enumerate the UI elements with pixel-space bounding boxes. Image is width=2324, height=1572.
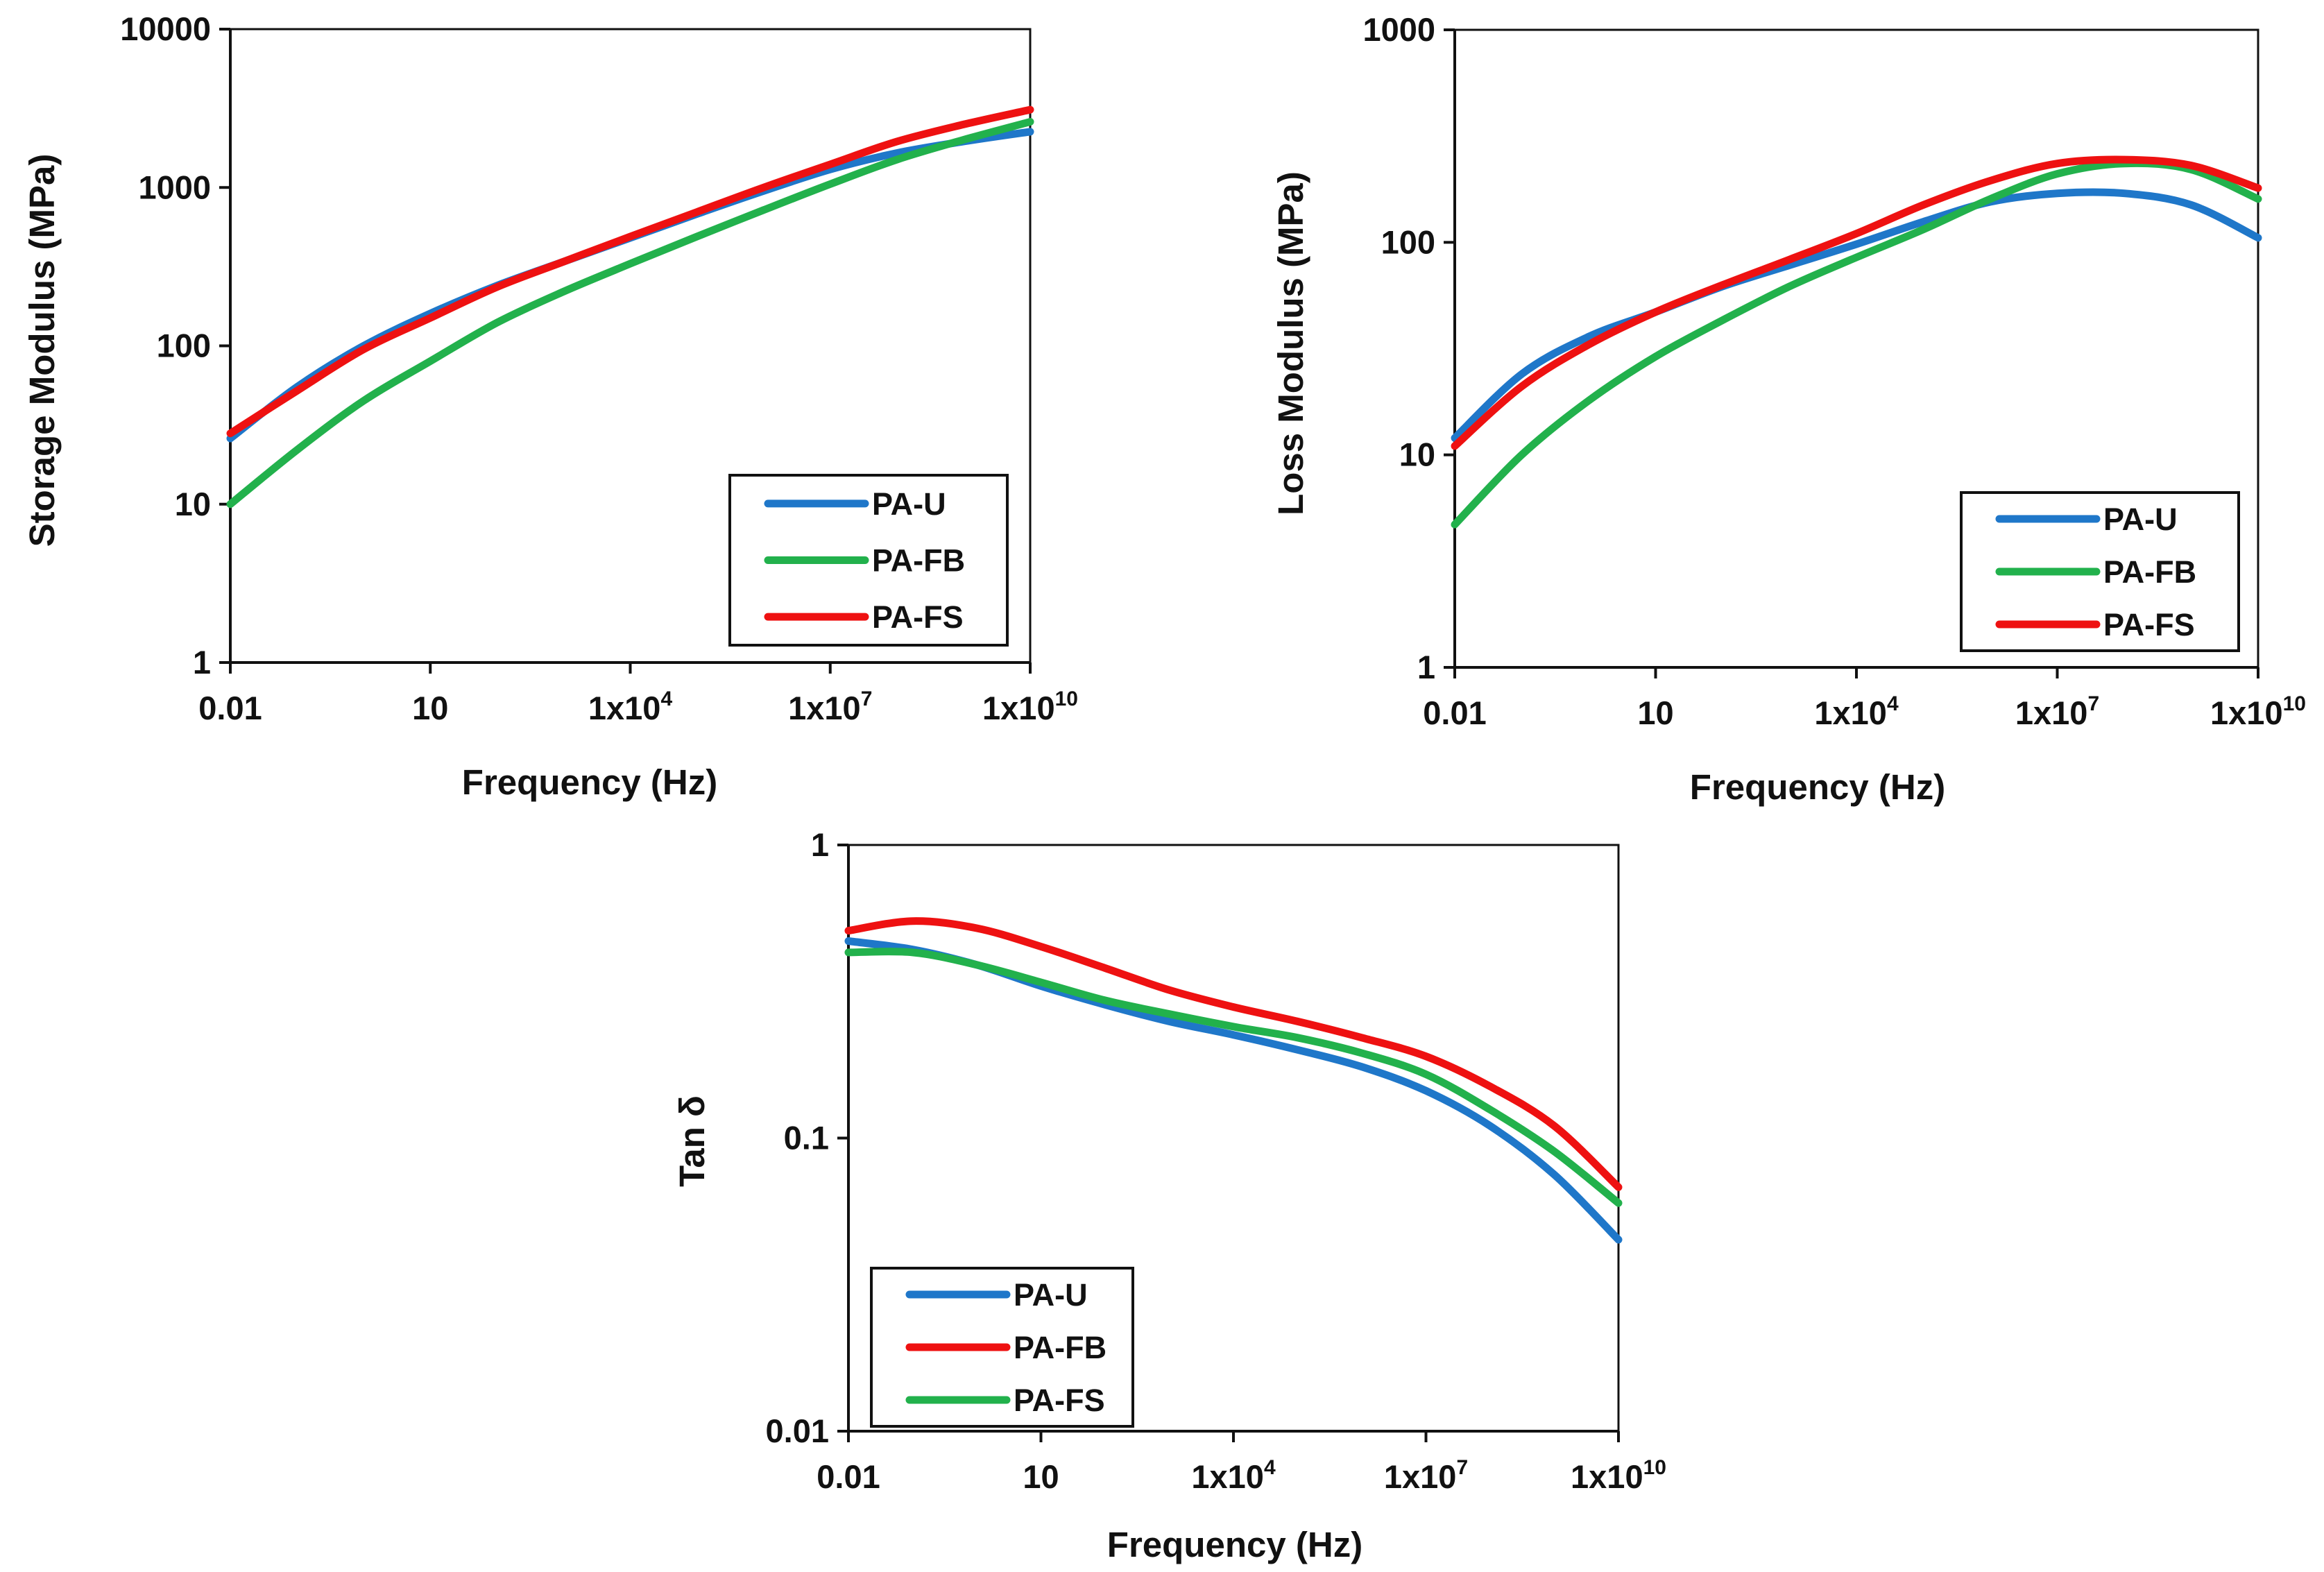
tan-delta-legend-label-pa-fs: PA-FS <box>1014 1383 1105 1418</box>
tan-delta-x-tick-label: 0.01 <box>817 1458 880 1495</box>
loss-modulus-legend-label-pa-fs: PA-FS <box>2103 607 2195 642</box>
loss-modulus-y-tick-label: 1 <box>1417 649 1435 685</box>
storage-modulus-x-tick-label: 1x107 <box>788 687 872 726</box>
storage-modulus-y-tick-label: 10 <box>175 486 211 522</box>
tan-delta-y-tick-label: 0.1 <box>784 1120 829 1156</box>
tan-delta-x-axis-title: Frequency (Hz) <box>1107 1525 1362 1564</box>
tan-delta-y-tick-label: 0.01 <box>766 1412 829 1449</box>
loss-modulus-x-tick-label: 1x107 <box>2015 692 2099 731</box>
storage-modulus-legend-label-pa-fs: PA-FS <box>872 599 964 635</box>
storage-modulus-series-pa-fs <box>226 105 1034 438</box>
loss-modulus-plot-area: 1 10 100 1000 0.01 10 1x104 1x107 1x1010 PA-U PA-F… <box>1362 11 2306 731</box>
storage-modulus-x-tick-label: 0.01 <box>198 690 262 726</box>
tan-delta-x-tick-label: 1x1010 <box>1571 1456 1666 1495</box>
storage-modulus-y-tick-label: 100 <box>157 327 211 364</box>
storage-modulus-y-tick-label: 10000 <box>120 10 211 47</box>
loss-modulus-legend-label-pa-u: PA-U <box>2103 502 2178 537</box>
tan-delta-plot-area: 0.01 0.1 1 0.01 10 1x104 1x107 1x1010 PA-U PA-FB P… <box>766 826 1666 1495</box>
storage-modulus-chart: 1 10 100 1000 10000 0.01 10 1x104 1x107 1x1010 PA-… <box>22 10 1078 802</box>
storage-modulus-y-axis-title: Storage Modulus (MPa) <box>22 154 62 547</box>
tan-delta-y-tick-label: 1 <box>811 826 829 863</box>
storage-modulus-y-tick-label: 1 <box>193 644 211 681</box>
tan-delta-y-axis-title: Tan δ <box>672 1095 712 1187</box>
storage-modulus-x-axis-title: Frequency (Hz) <box>462 762 717 802</box>
loss-modulus-y-tick-label: 1000 <box>1362 11 1435 48</box>
loss-modulus-series-pa-fb <box>1451 159 2262 529</box>
storage-modulus-plot-area: 1 10 100 1000 10000 0.01 10 1x104 1x107 1x1010 PA-… <box>120 10 1078 726</box>
storage-modulus-x-tick-label: 1x1010 <box>982 687 1078 726</box>
tan-delta-series-pa-fs <box>844 948 1623 1207</box>
loss-modulus-x-tick-label: 1x104 <box>1814 692 1899 731</box>
loss-modulus-legend-label-pa-fb: PA-FB <box>2103 554 2196 590</box>
storage-modulus-x-tick-label: 1x104 <box>588 687 673 726</box>
tan-delta-chart: 0.01 0.1 1 0.01 10 1x104 1x107 1x1010 PA-U PA-FB P… <box>672 826 1666 1564</box>
loss-modulus-chart: 1 10 100 1000 0.01 10 1x104 1x107 1x1010 PA-U PA-F… <box>1271 11 2306 807</box>
tan-delta-legend-label-pa-fb: PA-FB <box>1014 1330 1107 1365</box>
loss-modulus-y-tick-label: 10 <box>1399 436 1435 473</box>
loss-modulus-series-pa-fs <box>1451 155 2262 450</box>
loss-modulus-y-axis-title: Loss Modulus (MPa) <box>1271 171 1310 515</box>
tan-delta-x-tick-label: 1x104 <box>1191 1456 1276 1495</box>
tan-delta-legend-label-pa-u: PA-U <box>1014 1277 1088 1313</box>
storage-modulus-series-pa-u <box>226 128 1034 443</box>
storage-modulus-legend-label-pa-fb: PA-FB <box>872 543 965 579</box>
loss-modulus-x-tick-label: 10 <box>1637 694 1673 731</box>
storage-modulus-x-tick-label: 10 <box>412 690 448 726</box>
storage-modulus-y-tick-label: 1000 <box>138 169 211 205</box>
loss-modulus-x-tick-label: 1x1010 <box>2210 692 2306 731</box>
storage-modulus-series-pa-fb <box>226 118 1034 509</box>
storage-modulus-legend-label-pa-u: PA-U <box>872 486 946 522</box>
tan-delta-x-tick-label: 1x107 <box>1384 1456 1468 1495</box>
tan-delta-x-tick-label: 10 <box>1023 1458 1059 1495</box>
loss-modulus-x-tick-label: 0.01 <box>1423 694 1486 731</box>
loss-modulus-series-pa-u <box>1451 188 2262 442</box>
tan-delta-series-pa-fb <box>844 917 1623 1191</box>
loss-modulus-y-tick-label: 100 <box>1381 223 1435 260</box>
loss-modulus-x-axis-title: Frequency (Hz) <box>1690 767 1945 807</box>
